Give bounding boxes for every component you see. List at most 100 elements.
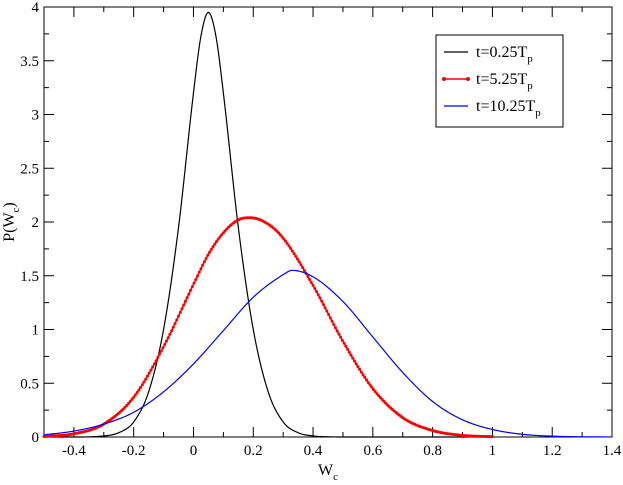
- x-tick-label: 1: [489, 443, 497, 459]
- series-point: [299, 263, 303, 267]
- legend-label-sub: p: [527, 80, 533, 92]
- series-point: [218, 235, 222, 239]
- series-point: [133, 393, 137, 397]
- y-tick-label: 2: [32, 215, 40, 231]
- series-point: [302, 269, 306, 273]
- series-point: [187, 292, 191, 296]
- series-point: [171, 325, 175, 329]
- series-point: [320, 299, 324, 303]
- series-point: [311, 283, 315, 287]
- series-point: [151, 365, 155, 369]
- series-point: [194, 278, 198, 282]
- series-point: [189, 288, 193, 292]
- series-point: [221, 231, 225, 235]
- legend-label: t=0.25Tp: [476, 44, 533, 65]
- series-point: [361, 373, 365, 377]
- series-point: [313, 286, 317, 290]
- series-point: [206, 253, 210, 257]
- series-point: [325, 309, 329, 313]
- y-tick-label: 1.5: [20, 269, 39, 285]
- series-point: [315, 290, 319, 294]
- legend-entry: t=0.25Tp: [444, 44, 533, 65]
- y-tick-label: 2.5: [20, 161, 39, 177]
- series-point: [318, 296, 322, 300]
- legend-label: t=10.25Tp: [476, 98, 541, 119]
- series-point: [332, 322, 336, 326]
- y-tick-label: 3.5: [20, 54, 39, 70]
- legend-marker: [442, 77, 446, 81]
- series-layer: [42, 11, 613, 439]
- series-point: [366, 380, 370, 384]
- series-point: [490, 435, 494, 439]
- legend-label-main: t=0.25T: [476, 44, 527, 61]
- y-tick-label: 0: [32, 430, 40, 446]
- series-point: [285, 241, 289, 245]
- series-point: [161, 346, 165, 350]
- series-point: [173, 321, 177, 325]
- y-tick-label: 1: [32, 323, 40, 339]
- series-point: [168, 332, 172, 336]
- series-point: [132, 395, 136, 399]
- series-point: [342, 341, 346, 345]
- series-point: [177, 314, 181, 318]
- legend-label-main: t=5.25T: [476, 71, 527, 88]
- x-tick-label: 0.2: [244, 443, 263, 459]
- series-point: [340, 338, 344, 342]
- series-point: [375, 392, 379, 396]
- series-point: [209, 247, 213, 251]
- series-line: [43, 269, 613, 438]
- series-point: [330, 319, 334, 323]
- series-point: [280, 235, 284, 239]
- series-markers: [42, 216, 494, 439]
- series-point: [159, 349, 163, 353]
- ticks-layer: -0.4 -0.2 0 0.2 0.4 0.6 0.8 1 1.2 1.4 0 0.5 1 1.5 2 2.5…: [20, 0, 622, 459]
- legend: t=0.25Tp t=5.25Tp t=10.25Tp: [435, 34, 564, 128]
- series-point: [139, 385, 143, 389]
- series-point: [125, 403, 129, 407]
- series-point: [197, 270, 201, 274]
- series-point: [156, 356, 160, 360]
- y-axis-label-main: P(W: [1, 212, 18, 242]
- series-point: [149, 368, 153, 372]
- series-point: [358, 367, 362, 371]
- series-point: [142, 380, 146, 384]
- series-point: [144, 377, 148, 381]
- y-tick-label: 3: [32, 108, 40, 124]
- y-tick-label: 0.5: [20, 376, 39, 392]
- series-point: [346, 347, 350, 351]
- x-tick-label: -0.4: [62, 443, 86, 459]
- series-point: [351, 356, 355, 360]
- series-point: [294, 254, 298, 258]
- series-point: [359, 370, 363, 374]
- series-point: [140, 383, 144, 387]
- series-point: [154, 359, 158, 363]
- series-point: [301, 266, 305, 270]
- y-axis-label-sub: c: [10, 207, 22, 212]
- series-point: [354, 362, 358, 366]
- series-point: [216, 237, 220, 241]
- series-line: [43, 216, 493, 438]
- series-point: [158, 352, 162, 356]
- legend-label: t=5.25Tp: [476, 71, 533, 92]
- series-point: [347, 350, 351, 354]
- y-axis-label-end: ): [1, 202, 18, 207]
- legend-label-main: t=10.25T: [476, 98, 535, 115]
- series-point: [289, 246, 293, 250]
- series-point: [213, 242, 217, 246]
- series-point: [278, 233, 282, 237]
- series-point: [316, 293, 320, 297]
- series-line: [44, 11, 493, 438]
- series-point: [185, 296, 189, 300]
- series-point: [183, 299, 187, 303]
- y-tick-label: 4: [32, 0, 40, 16]
- x-axis-label-sub: c: [333, 471, 338, 483]
- series-point: [137, 388, 141, 392]
- series-point: [192, 281, 196, 285]
- series-point: [363, 375, 367, 379]
- series-point: [211, 245, 215, 249]
- series-point: [333, 326, 337, 330]
- series-point: [377, 394, 381, 398]
- series-point: [208, 250, 212, 254]
- series-point: [290, 249, 294, 253]
